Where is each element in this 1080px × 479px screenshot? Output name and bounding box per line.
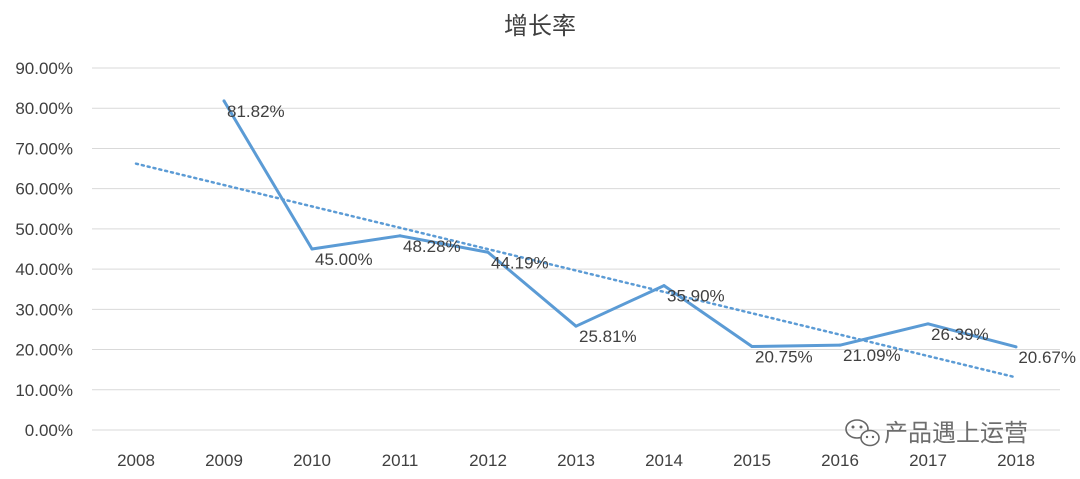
data-point: [398, 234, 402, 238]
x-tick-label: 2017: [909, 451, 947, 470]
y-tick-label: 30.00%: [15, 300, 73, 319]
x-tick-label: 2012: [469, 451, 507, 470]
data-label: 81.82%: [227, 102, 285, 121]
x-tick-label: 2016: [821, 451, 859, 470]
series-line: [222, 100, 1017, 349]
data-labels: 81.82% 45.00% 48.28% 44.19% 25.81% 35.90% 20.7…: [227, 102, 1076, 367]
y-tick-label: 80.00%: [15, 99, 73, 118]
y-tick-label: 20.00%: [15, 341, 73, 360]
x-tick-label: 2011: [382, 451, 419, 470]
data-label: 20.75%: [755, 348, 813, 367]
y-tick-label: 50.00%: [15, 220, 73, 239]
x-tick-label: 2013: [557, 451, 595, 470]
data-label: 25.81%: [579, 327, 637, 346]
gridlines: [92, 67, 1060, 431]
data-point: [1014, 345, 1018, 349]
y-tick-label: 40.00%: [15, 260, 73, 279]
data-label: 26.39%: [931, 325, 989, 344]
x-tick-label: 2018: [997, 451, 1035, 470]
y-axis-ticks: 0.00% 10.00% 20.00% 30.00% 40.00% 50.00% 60.00…: [15, 59, 73, 440]
x-tick-label: 2010: [293, 451, 331, 470]
data-point: [750, 345, 754, 349]
x-tick-label: 2008: [117, 451, 155, 470]
data-label: 35.90%: [667, 287, 725, 306]
data-point: [574, 324, 578, 328]
data-label: 20.67%: [1018, 348, 1076, 367]
data-label: 45.00%: [315, 250, 373, 269]
x-axis-ticks: 2008 2009 2010 2011 2012 2013 2014 2015 2016 2017…: [117, 451, 1035, 470]
y-tick-label: 60.00%: [15, 180, 73, 199]
watermark-text: 产品遇上运营: [884, 419, 1028, 447]
y-tick-label: 90.00%: [15, 59, 73, 78]
data-label: 21.09%: [843, 346, 901, 365]
x-tick-label: 2009: [205, 451, 243, 470]
x-tick-label: 2014: [645, 451, 683, 470]
chart-title: 增长率: [504, 12, 576, 40]
wechat-icon: [845, 419, 880, 447]
data-label: 48.28%: [403, 237, 461, 256]
data-point: [926, 322, 930, 326]
series-layer: [222, 99, 1018, 349]
data-point: [662, 284, 666, 288]
data-point: [486, 250, 490, 254]
y-tick-label: 70.00%: [15, 139, 73, 158]
watermark: 产品遇上运营: [845, 419, 1028, 447]
data-label: 44.19%: [491, 253, 549, 272]
data-point: [222, 99, 226, 103]
data-point: [838, 343, 842, 347]
x-tick-label: 2015: [733, 451, 771, 470]
y-tick-label: 10.00%: [15, 381, 73, 400]
data-point: [310, 247, 314, 251]
y-tick-label: 0.00%: [25, 421, 73, 440]
